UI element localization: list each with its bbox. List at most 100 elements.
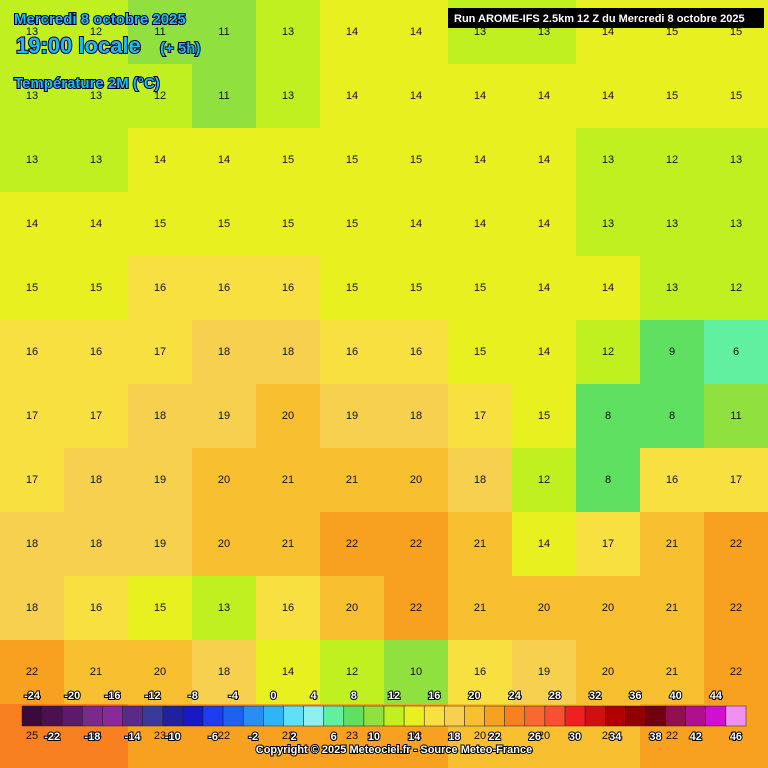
cell-value: 8 bbox=[605, 474, 611, 486]
run-info: Run AROME-IFS 2.5km 12 Z du Mercredi 8 o… bbox=[454, 13, 745, 25]
cell-value: 21 bbox=[90, 666, 102, 678]
cell-value: 16 bbox=[346, 346, 358, 358]
colorbar-label: -2 bbox=[248, 731, 258, 743]
grid-cell bbox=[384, 0, 448, 64]
grid-cell bbox=[704, 576, 768, 640]
cell-value: 13 bbox=[282, 26, 294, 38]
cell-value: 22 bbox=[410, 538, 422, 550]
cell-value: 21 bbox=[666, 602, 678, 614]
cell-value: 14 bbox=[538, 154, 550, 166]
parameter: Température 2M (°C) bbox=[14, 75, 160, 92]
colorbar-label: -8 bbox=[188, 690, 198, 702]
colorbar-box bbox=[323, 705, 345, 727]
grid-cell bbox=[320, 512, 384, 576]
cell-value: 13 bbox=[730, 154, 742, 166]
cell-value: 14 bbox=[154, 154, 166, 166]
cell-value: 11 bbox=[154, 26, 165, 38]
colorbar-box bbox=[21, 705, 43, 727]
grid-cell bbox=[0, 384, 64, 448]
cell-value: 21 bbox=[666, 538, 678, 550]
colorbar-label: 36 bbox=[629, 690, 641, 702]
colorbar-label: -14 bbox=[125, 731, 142, 743]
colorbar-label: -16 bbox=[105, 690, 121, 702]
cell-value: 14 bbox=[474, 154, 486, 166]
cell-value: 15 bbox=[538, 410, 550, 422]
colorbar-label: 6 bbox=[331, 731, 337, 743]
grid-cell bbox=[256, 512, 320, 576]
cell-value: 22 bbox=[282, 730, 294, 742]
cell-value: 20 bbox=[538, 602, 550, 614]
grid-cell bbox=[512, 512, 576, 576]
grid-cell bbox=[704, 64, 768, 128]
colorbar-label: 40 bbox=[669, 690, 681, 702]
grid-cell bbox=[384, 128, 448, 192]
cell-value: 13 bbox=[26, 26, 38, 38]
cell-value: 14 bbox=[602, 26, 614, 38]
grid-cell bbox=[320, 64, 384, 128]
colorbar-box bbox=[41, 705, 63, 727]
grid-cell bbox=[128, 128, 192, 192]
grid-cell bbox=[0, 640, 64, 704]
grid-cell bbox=[640, 320, 704, 384]
cell-value: 13 bbox=[474, 26, 486, 38]
cell-value: 13 bbox=[602, 154, 614, 166]
grid-cell bbox=[448, 576, 512, 640]
time: 19:00 locale bbox=[16, 33, 141, 58]
cell-value: 18 bbox=[218, 666, 230, 678]
cell-value: 15 bbox=[346, 154, 358, 166]
grid-cell bbox=[320, 320, 384, 384]
cell-value: 16 bbox=[154, 282, 166, 294]
cell-value: 15 bbox=[218, 218, 230, 230]
cell-value: 21 bbox=[282, 474, 294, 486]
cell-value: 14 bbox=[90, 218, 102, 230]
cell-value: 15 bbox=[346, 282, 358, 294]
grid-cell bbox=[0, 512, 64, 576]
cell-value: 17 bbox=[90, 410, 102, 422]
colorbar-box bbox=[222, 705, 244, 727]
grid-cell bbox=[64, 384, 128, 448]
colorbar-box bbox=[122, 705, 143, 727]
colorbar-box bbox=[645, 705, 666, 727]
cell-value: 13 bbox=[730, 218, 742, 230]
cell-value: 15 bbox=[410, 282, 422, 294]
grid-cell bbox=[64, 640, 128, 704]
grid-cell bbox=[704, 320, 768, 384]
grid-cell bbox=[128, 512, 192, 576]
cell-value: 12 bbox=[602, 346, 614, 358]
colorbar-label: -24 bbox=[24, 690, 41, 702]
colorbar-box bbox=[283, 705, 304, 727]
grid-cell bbox=[64, 576, 128, 640]
cell-value: 16 bbox=[218, 282, 230, 294]
colorbar-box bbox=[464, 705, 485, 727]
grid-cell bbox=[256, 0, 320, 64]
cell-value: 18 bbox=[90, 474, 102, 486]
cell-value: 15 bbox=[730, 26, 742, 38]
grid-cell bbox=[64, 320, 128, 384]
cell-value: 6 bbox=[733, 346, 739, 358]
cell-value: 24 bbox=[90, 730, 102, 742]
cell-value: 15 bbox=[346, 218, 358, 230]
cell-value: 14 bbox=[410, 90, 422, 102]
cell-value: 20 bbox=[602, 666, 614, 678]
grid-cell bbox=[576, 256, 640, 320]
colorbar-label: -20 bbox=[64, 690, 80, 702]
colorbar-label: 24 bbox=[509, 690, 522, 702]
cell-value: 14 bbox=[346, 26, 358, 38]
grid-cell bbox=[64, 128, 128, 192]
colorbar-box bbox=[162, 705, 184, 727]
date: Mercredi 8 octobre 2025 bbox=[14, 11, 186, 28]
grid-cell bbox=[640, 384, 704, 448]
grid-cell bbox=[704, 448, 768, 512]
cell-value: 16 bbox=[26, 346, 38, 358]
cell-value: 16 bbox=[474, 666, 486, 678]
cell-value: 9 bbox=[669, 346, 675, 358]
cell-value: 13 bbox=[538, 26, 550, 38]
cell-value: 14 bbox=[26, 218, 38, 230]
grid-cell bbox=[256, 320, 320, 384]
cell-value: 21 bbox=[474, 538, 486, 550]
grid-cell bbox=[128, 0, 192, 64]
cell-value: 20 bbox=[218, 474, 230, 486]
cell-value: 15 bbox=[410, 154, 422, 166]
cell-value: 22 bbox=[410, 602, 422, 614]
